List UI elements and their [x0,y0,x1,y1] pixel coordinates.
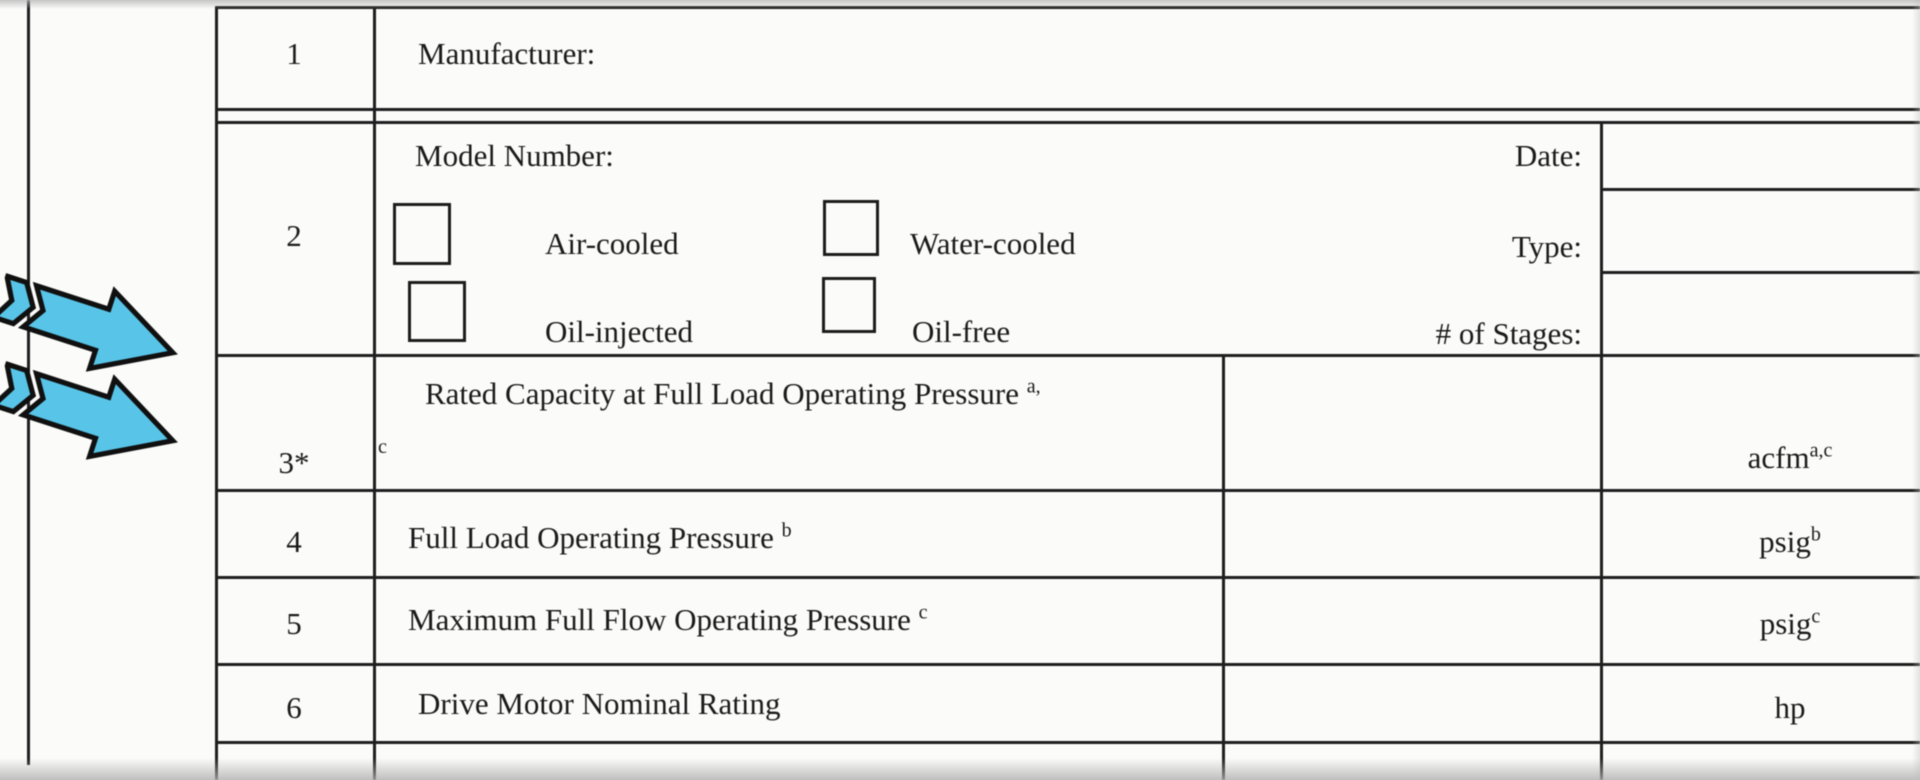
row3-unit: acfma,c [1640,440,1920,476]
scan-edge-top [0,0,1920,9]
row4-number: 4 [286,524,302,559]
date-label: Date: [1514,138,1582,173]
checkbox-oil-injected[interactable] [408,281,466,342]
row4-label-superscript: b [781,519,792,542]
arrow-2-tail-stripe [0,360,37,415]
row3-label-superscript: a, [1026,375,1041,398]
stages-field-cell[interactable] [1603,274,1920,352]
row4-label: Full Load Operating Pressure b [408,520,792,556]
table-line-row5-bottom [215,663,1920,666]
row3-label-text: Rated Capacity at Full Load Operating Pr… [425,376,1020,411]
row5-number: 5 [286,606,302,641]
table-line-row2-top [215,121,1920,124]
row5-label-superscript: c [918,601,928,624]
model-number-label: Model Number: [415,138,614,173]
table-line-row4-bottom [215,576,1920,579]
table-line-type-field-bottom [1600,271,1920,274]
type-label: Type: [1511,229,1582,264]
row5-unit: psigc [1640,606,1920,642]
checkbox-air-cooled-label: Air-cooled [545,226,679,261]
checkbox-oil-free-label: Oil-free [912,314,1011,349]
row3-number: 3* [278,445,310,480]
row6-value-cell[interactable] [1225,666,1597,739]
row3-label: Rated Capacity at Full Load Operating Pr… [425,376,1041,412]
row1-number: 1 [286,36,302,71]
row3-unit-superscript: a,c [1809,439,1833,462]
row3-value-cell[interactable] [1225,357,1597,487]
table-line-numcol-divider [373,6,376,780]
row5-label-text: Maximum Full Flow Operating Pressure [408,602,911,637]
row4-label-text: Full Load Operating Pressure [408,520,774,555]
checkbox-oil-injected-label: Oil-injected [545,314,694,349]
table-line-left [215,6,218,780]
row4-unit: psigb [1640,524,1920,560]
row6-number: 6 [286,690,302,725]
row3-unit-text: acfm [1747,440,1810,475]
stages-label: # of Stages: [1435,316,1582,351]
table-line-date-field-bottom [1600,188,1920,191]
arrow-1-body [17,281,178,372]
arrow-2-body [17,369,178,460]
checkbox-water-cooled[interactable] [823,200,879,256]
row4-value-cell[interactable] [1225,492,1597,574]
checkbox-oil-free[interactable] [822,277,876,333]
table-line-row1-bottom [215,108,1920,111]
date-field-cell[interactable] [1603,124,1920,186]
row4-unit-text: psig [1759,524,1811,559]
manufacturer-field-cell[interactable] [650,10,1915,105]
table-line-value-divider [1222,354,1225,780]
scan-edge-right [1912,0,1920,780]
row6-label: Drive Motor Nominal Rating [418,686,781,721]
row5-unit-superscript: c [1811,605,1821,628]
table-line-unit-divider [1600,121,1603,780]
row2-number: 2 [286,218,302,253]
checkbox-water-cooled-label: Water-cooled [910,226,1076,261]
row4-unit-superscript: b [1810,523,1821,546]
annotation-arrow-2 [0,339,194,488]
row6-unit: hp [1774,690,1806,725]
row5-label: Maximum Full Flow Operating Pressure c [408,602,928,638]
row3-label-superscript-continued: c [378,436,387,458]
row1-label: Manufacturer: [418,36,596,71]
arrow-2-graphic [0,360,178,460]
checkbox-air-cooled[interactable] [393,203,451,265]
table-line-row6-bottom [215,741,1920,744]
row5-value-cell[interactable] [1225,579,1597,661]
row5-unit-text: psig [1759,606,1812,641]
arrow-1-tail-stripe [0,272,37,327]
scan-edge-bottom [0,758,1920,780]
table-line-row3-bottom [215,489,1920,492]
table-line-row2-bottom [215,354,1920,357]
annotation-arrow-1 [0,251,194,400]
arrow-1-graphic [0,272,178,372]
type-field-cell[interactable] [1603,191,1920,269]
